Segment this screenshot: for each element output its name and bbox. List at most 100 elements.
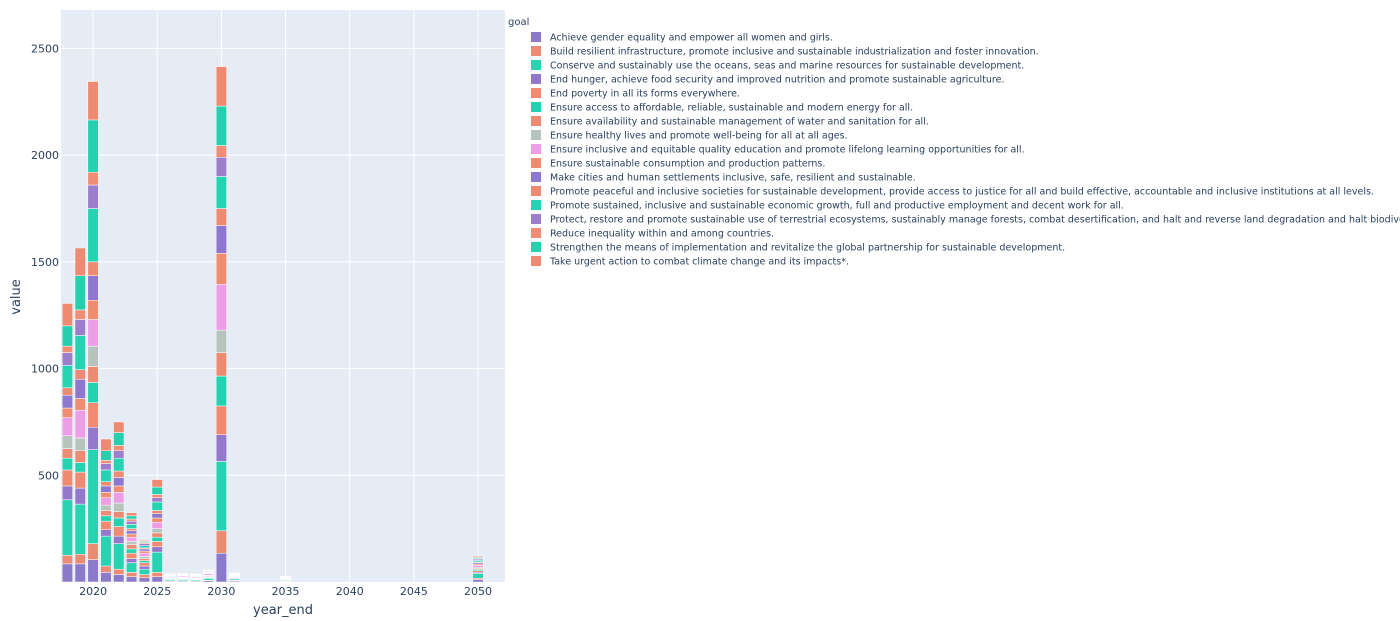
bar-segment[interactable] xyxy=(113,502,125,512)
bar-segment[interactable] xyxy=(138,545,150,549)
bar-segment[interactable] xyxy=(126,552,138,559)
bar-segment[interactable] xyxy=(138,550,150,554)
bar-segment[interactable] xyxy=(100,469,112,482)
bar-segment[interactable] xyxy=(126,528,138,532)
bar-segment[interactable] xyxy=(87,345,99,367)
bar-segment[interactable] xyxy=(126,541,138,545)
bar-segment[interactable] xyxy=(164,573,176,575)
bar-segment[interactable] xyxy=(74,554,86,565)
bar-segment[interactable] xyxy=(151,510,163,514)
bar-segment[interactable] xyxy=(100,529,112,537)
bar-segment[interactable] xyxy=(113,457,125,472)
bar-segment[interactable] xyxy=(126,572,138,577)
bar-segment[interactable] xyxy=(138,540,150,542)
bar-segment[interactable] xyxy=(87,261,99,276)
bar-segment[interactable] xyxy=(87,402,99,428)
bar-segment[interactable] xyxy=(100,572,112,583)
bar-segment[interactable] xyxy=(74,503,86,555)
bar-segment[interactable] xyxy=(138,552,150,557)
bar-segment[interactable] xyxy=(138,565,150,570)
bar-segment[interactable] xyxy=(151,497,163,503)
bar-segment[interactable] xyxy=(61,457,73,471)
bar-segment[interactable] xyxy=(126,533,138,538)
bar-segment[interactable] xyxy=(138,548,150,552)
bar-segment[interactable] xyxy=(113,450,125,459)
bar-segment[interactable] xyxy=(87,366,99,383)
bar-segment[interactable] xyxy=(151,572,163,577)
bar-segment[interactable] xyxy=(113,421,125,433)
bar-segment[interactable] xyxy=(100,438,112,451)
bar-segment[interactable] xyxy=(61,325,73,347)
bar-segment[interactable] xyxy=(472,565,484,568)
bar-segment[interactable] xyxy=(74,247,86,276)
bar-segment[interactable] xyxy=(61,417,73,437)
bar-segment[interactable] xyxy=(280,575,292,577)
bar-segment[interactable] xyxy=(100,460,112,464)
bar-segment[interactable] xyxy=(74,450,86,463)
bar-segment[interactable] xyxy=(113,568,125,575)
bar-segment[interactable] xyxy=(215,208,227,226)
legend-item[interactable]: Strengthen the means of implementation a… xyxy=(531,242,1065,254)
bar-segment[interactable] xyxy=(126,548,138,554)
legend-item[interactable]: Ensure healthy lives and promote well-be… xyxy=(531,130,848,142)
bar-segment[interactable] xyxy=(138,543,150,546)
bar-segment[interactable] xyxy=(87,81,99,121)
bar-segment[interactable] xyxy=(100,515,112,522)
bar-segment[interactable] xyxy=(126,520,138,525)
bar-segment[interactable] xyxy=(113,492,125,504)
legend-item[interactable]: Achieve gender equality and empower all … xyxy=(531,32,833,44)
bar-segment[interactable] xyxy=(87,319,99,347)
bar-segment[interactable] xyxy=(113,485,125,493)
bar-segment[interactable] xyxy=(151,513,163,519)
bar-segment[interactable] xyxy=(74,335,86,370)
bar-segment[interactable] xyxy=(100,520,112,530)
bar-segment[interactable] xyxy=(74,471,86,489)
legend-item[interactable]: End hunger, achieve food security and im… xyxy=(531,74,1005,86)
legend-item[interactable]: Ensure sustainable consumption and produ… xyxy=(531,158,825,170)
bar-segment[interactable] xyxy=(215,352,227,377)
bar-segment[interactable] xyxy=(215,145,227,158)
bar-segment[interactable] xyxy=(203,569,215,571)
bar-segment[interactable] xyxy=(151,501,163,511)
bar-segment[interactable] xyxy=(74,487,86,505)
bar-segment[interactable] xyxy=(215,329,227,353)
bar-segment[interactable] xyxy=(74,275,86,311)
bar-segment[interactable] xyxy=(87,543,99,560)
bar-segment[interactable] xyxy=(126,518,138,522)
bar-segment[interactable] xyxy=(74,437,86,451)
legend-item[interactable]: Make cities and human settlements inclus… xyxy=(531,172,916,184)
bar-segment[interactable] xyxy=(151,536,163,542)
bar-segment[interactable] xyxy=(87,300,99,320)
bar-segment[interactable] xyxy=(61,485,73,501)
bar-segment[interactable] xyxy=(138,577,150,583)
legend-item[interactable]: Promote peaceful and inclusive societies… xyxy=(531,186,1374,198)
bar-segment[interactable] xyxy=(215,284,227,331)
bar-segment[interactable] xyxy=(215,375,227,407)
bar-segment[interactable] xyxy=(215,434,227,462)
legend-item[interactable]: Protect, restore and promote sustainable… xyxy=(531,214,1400,226)
bar-segment[interactable] xyxy=(61,469,73,487)
bar-segment[interactable] xyxy=(100,565,112,573)
bar-segment[interactable] xyxy=(113,535,125,544)
bar-segment[interactable] xyxy=(61,345,73,353)
bar-segment[interactable] xyxy=(151,521,163,529)
bar-segment[interactable] xyxy=(61,435,73,449)
bar-segment[interactable] xyxy=(138,556,150,559)
bar-segment[interactable] xyxy=(113,432,125,446)
bar-segment[interactable] xyxy=(61,387,73,396)
bar-segment[interactable] xyxy=(138,574,150,578)
bar-segment[interactable] xyxy=(215,253,227,285)
bar-segment[interactable] xyxy=(100,481,112,487)
legend-item[interactable]: Reduce inequality within and among count… xyxy=(531,228,774,240)
bar-segment[interactable] xyxy=(74,369,86,380)
bar-segment[interactable] xyxy=(61,448,73,459)
bar-segment[interactable] xyxy=(61,563,73,583)
bar-segment[interactable] xyxy=(74,319,86,336)
legend-item[interactable]: Ensure inclusive and equitable quality e… xyxy=(531,144,1025,156)
bar-segment[interactable] xyxy=(126,530,138,535)
bar-segment[interactable] xyxy=(126,515,138,520)
bar-segment[interactable] xyxy=(113,543,125,570)
bar-segment[interactable] xyxy=(61,499,73,556)
bar-segment[interactable] xyxy=(100,510,112,517)
legend-item[interactable]: Conserve and sustainably use the oceans,… xyxy=(531,60,1024,72)
